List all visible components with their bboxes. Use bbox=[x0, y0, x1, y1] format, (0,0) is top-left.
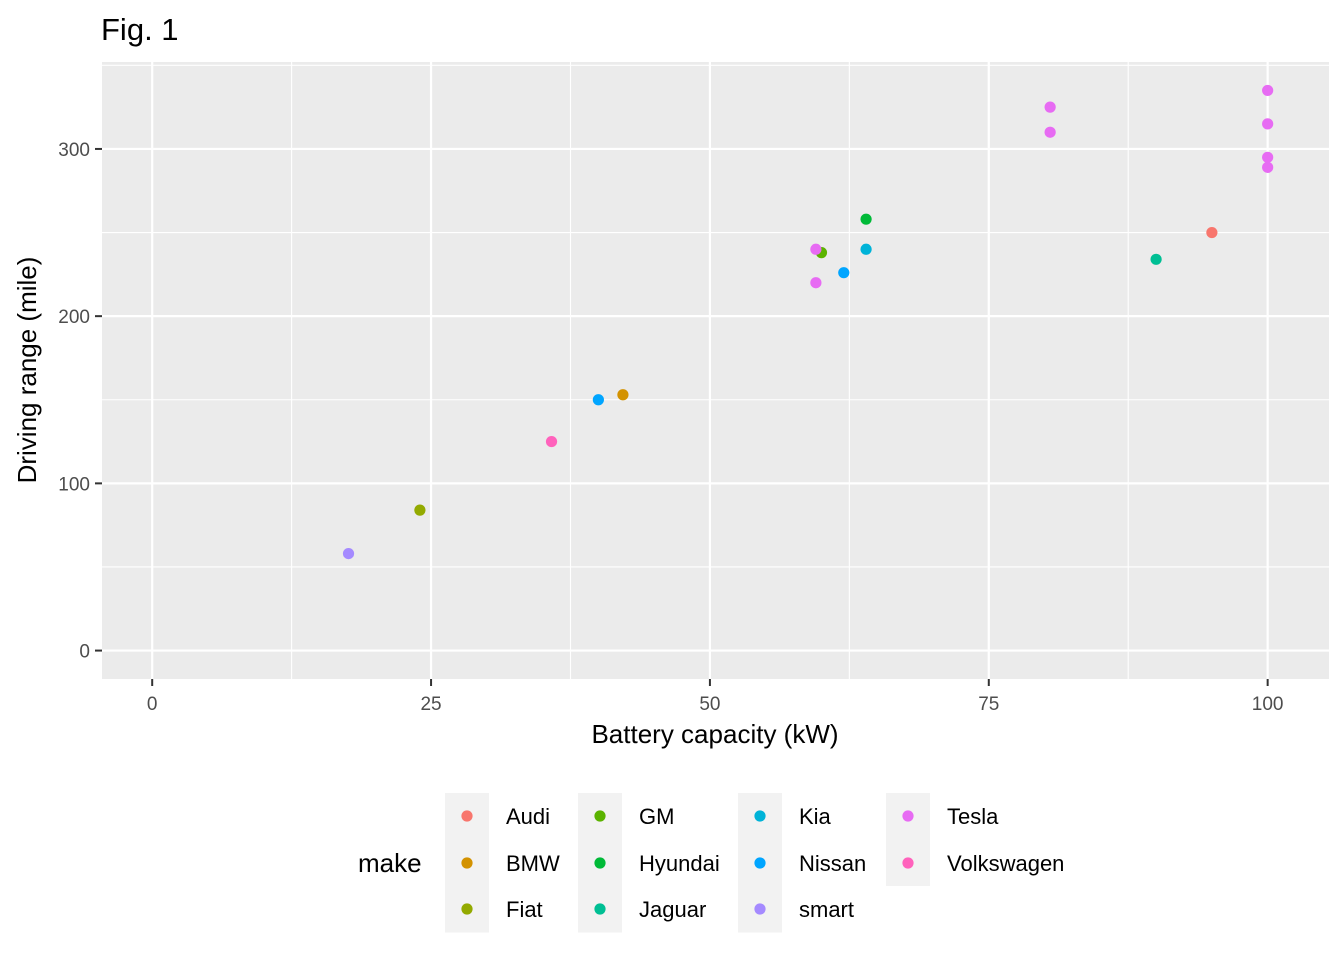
legend-label-audi: Audi bbox=[506, 804, 550, 829]
x-tick-label: 100 bbox=[1252, 694, 1284, 715]
legend-label-bmw: BMW bbox=[506, 851, 560, 876]
x-axis: 0 25 50 75 100 bbox=[147, 679, 1284, 715]
data-point-audi bbox=[1206, 226, 1218, 239]
legend-label-gm: GM bbox=[639, 804, 674, 829]
x-tick-label: 25 bbox=[420, 694, 441, 715]
data-point-tesla bbox=[1262, 84, 1274, 97]
legend-key-kia bbox=[754, 810, 766, 822]
x-tick-label: 75 bbox=[978, 694, 999, 715]
data-point-tesla bbox=[1262, 151, 1274, 163]
y-axis-title: Driving range (mile) bbox=[12, 257, 42, 484]
minor-gridlines bbox=[102, 62, 1329, 679]
legend-key-jaguar bbox=[594, 903, 606, 915]
data-point-bmw bbox=[617, 389, 629, 401]
data-point-jaguar bbox=[1150, 253, 1162, 265]
legend-label-fiat: Fiat bbox=[506, 897, 543, 922]
data-point-nissan bbox=[838, 267, 850, 279]
data-point-tesla bbox=[1044, 126, 1056, 138]
x-tick-label: 0 bbox=[147, 694, 158, 715]
y-tick-label: 200 bbox=[58, 307, 90, 328]
legend-label-tesla: Tesla bbox=[947, 804, 999, 829]
legend-key-hyundai bbox=[594, 857, 606, 869]
legend: make Audi BMW Fiat GM Hyundai Jaguar Kia Nissan… bbox=[358, 793, 1064, 933]
legend-key-gm bbox=[594, 810, 606, 822]
data-point-tesla bbox=[810, 277, 822, 289]
chart-title: Fig. 1 bbox=[101, 12, 179, 47]
legend-key-volkswagen bbox=[902, 857, 914, 869]
data-point-hyundai bbox=[860, 213, 872, 225]
legend-key-audi bbox=[461, 810, 473, 822]
legend-label-smart: smart bbox=[799, 897, 854, 922]
data-point-tesla bbox=[810, 243, 822, 255]
plot-panel bbox=[102, 62, 1329, 679]
legend-title: make bbox=[358, 848, 422, 878]
legend-key-tesla bbox=[902, 810, 914, 822]
x-tick-label: 50 bbox=[699, 694, 720, 715]
y-tick-label: 100 bbox=[58, 474, 90, 495]
data-point-kia bbox=[860, 243, 872, 255]
data-point-tesla bbox=[1262, 161, 1274, 173]
legend-key-bmw bbox=[461, 857, 473, 869]
data-point-tesla bbox=[1262, 118, 1274, 130]
data-point-nissan bbox=[592, 394, 604, 406]
data-point-volkswagen bbox=[545, 435, 558, 448]
legend-label-hyundai: Hyundai bbox=[639, 851, 720, 876]
y-axis: 0 100 200 300 bbox=[58, 140, 102, 663]
legend-key-smart bbox=[754, 903, 766, 915]
legend-label-nissan: Nissan bbox=[799, 851, 866, 876]
data-point-tesla bbox=[1044, 101, 1056, 113]
y-tick-label: 0 bbox=[79, 642, 90, 663]
legend-key-nissan bbox=[754, 857, 766, 869]
y-tick-label: 300 bbox=[58, 140, 90, 161]
data-points bbox=[342, 84, 1274, 560]
data-point-smart bbox=[342, 547, 355, 560]
legend-label-jaguar: Jaguar bbox=[639, 897, 706, 922]
legend-label-volkswagen: Volkswagen bbox=[947, 851, 1064, 876]
major-gridlines bbox=[102, 62, 1329, 679]
legend-label-kia: Kia bbox=[799, 804, 832, 829]
x-axis-title: Battery capacity (kW) bbox=[591, 719, 838, 749]
data-point-fiat bbox=[414, 504, 426, 516]
legend-key-fiat bbox=[461, 903, 473, 915]
